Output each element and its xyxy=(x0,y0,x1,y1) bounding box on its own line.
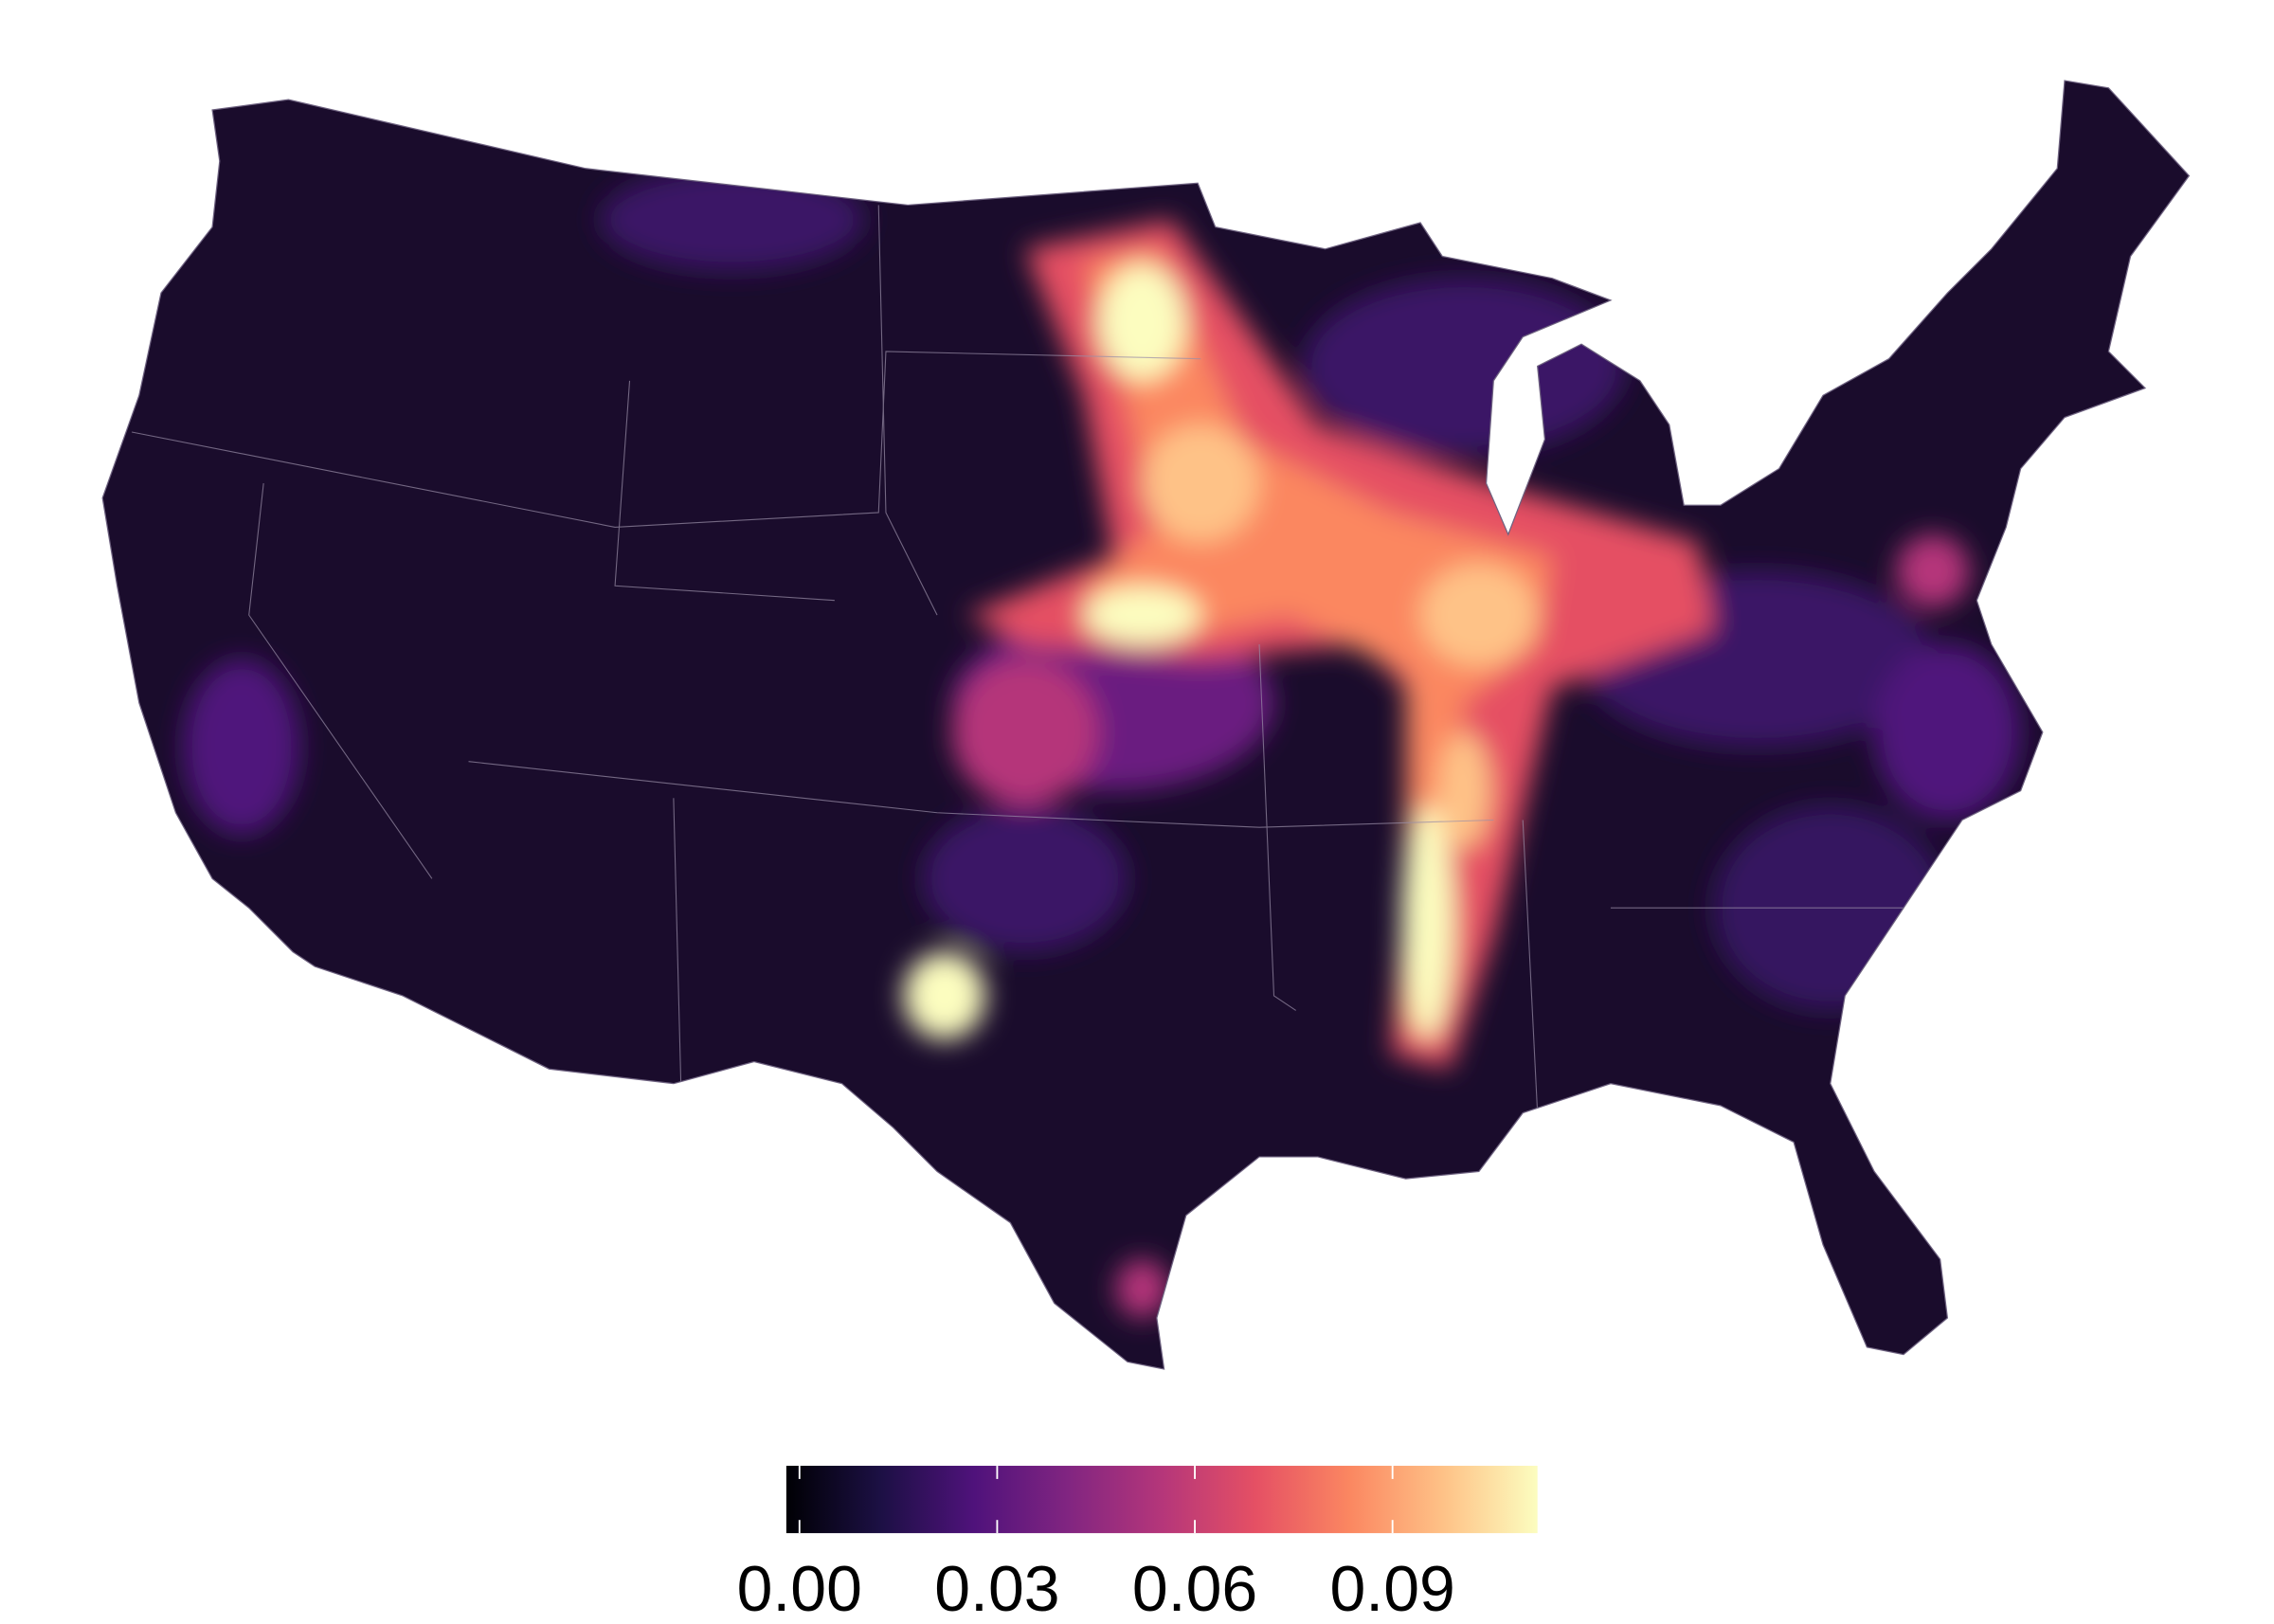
heat-regions xyxy=(131,168,2021,1318)
tick-label: 0.00 xyxy=(737,1553,862,1624)
colorbar xyxy=(785,1466,1538,1534)
tick-label: 0.06 xyxy=(1132,1553,1257,1624)
tick-label: 0.03 xyxy=(934,1553,1059,1624)
tick-label: 0.09 xyxy=(1330,1553,1455,1624)
map xyxy=(101,80,2191,1370)
